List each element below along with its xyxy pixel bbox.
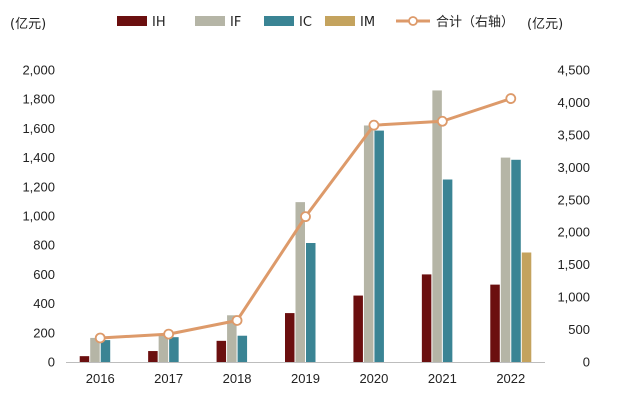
left-tick-label: 1,400 <box>22 150 55 165</box>
bar-im-2022 <box>521 252 532 362</box>
left-tick-label: 1,800 <box>22 92 55 107</box>
legend-label-if: IF <box>230 15 241 30</box>
total-point-2016 <box>94 332 106 344</box>
x-tick-label: 2016 <box>86 371 115 386</box>
right-axis-unit: (亿元) <box>527 17 563 32</box>
legend-label-ic: IC <box>299 15 312 30</box>
right-tick-label: 0 <box>583 355 590 370</box>
legend-marker-total <box>408 16 418 26</box>
right-tick-label: 1,000 <box>557 290 590 305</box>
bar-if-2021 <box>432 90 442 362</box>
right-tick-label: 2,500 <box>557 192 590 207</box>
x-tick-label: 2017 <box>154 371 183 386</box>
right-tick-label: 4,500 <box>557 63 590 78</box>
legend-swatch-im <box>325 16 355 26</box>
total-point-2020 <box>368 119 380 131</box>
bar-ih-2020 <box>353 295 363 362</box>
bar-ic-2022 <box>511 159 521 362</box>
left-tick-label: 600 <box>33 267 55 282</box>
x-tick-label: 2018 <box>223 371 252 386</box>
legend-swatch-ih <box>117 16 147 26</box>
legend-label-ih: IH <box>152 15 166 30</box>
bar-ih-2017 <box>148 351 158 362</box>
total-point-2021 <box>436 115 448 127</box>
x-tick-label: 2022 <box>496 371 525 386</box>
bar-if-2016 <box>90 337 100 362</box>
left-axis: 0 200 400 600 800 1,000 1,200 1,400 1,600 1,800 2,… <box>22 63 55 370</box>
bar-series <box>79 90 532 362</box>
x-tick-label: 2021 <box>428 371 457 386</box>
bar-ih-2018 <box>216 340 227 362</box>
bar-if-2017 <box>158 334 169 362</box>
bar-ih-2021 <box>421 274 432 362</box>
right-tick-label: 4,000 <box>557 95 590 110</box>
bar-ic-2021 <box>442 179 453 362</box>
legend-swatch-ic <box>264 16 294 26</box>
total-point-2019 <box>300 211 311 223</box>
bar-if-2018 <box>227 315 237 362</box>
left-tick-label: 400 <box>33 296 55 311</box>
bar-ih-2016 <box>79 356 90 362</box>
bar-if-2019 <box>295 202 305 362</box>
total-point-2017 <box>163 328 175 340</box>
left-axis-unit: (亿元) <box>10 17 46 32</box>
left-tick-label: 2,000 <box>22 63 55 78</box>
bar-ic-2018 <box>237 335 248 362</box>
left-tick-label: 1,000 <box>22 209 55 224</box>
left-tick-label: 1,600 <box>22 121 55 136</box>
right-tick-label: 2,000 <box>557 225 590 240</box>
right-tick-label: 500 <box>568 322 590 337</box>
x-axis: 2016 2017 2018 2019 2020 2021 2022 <box>66 362 545 386</box>
total-line-series <box>94 93 517 344</box>
bar-ic-2019 <box>306 243 316 362</box>
legend-swatch-if <box>195 16 225 26</box>
bar-if-2022 <box>500 157 511 362</box>
legend-label-total: 合计（右轴） <box>436 15 514 30</box>
bar-ic-2020 <box>374 130 384 362</box>
left-tick-label: 800 <box>33 238 55 253</box>
right-tick-label: 3,500 <box>557 127 590 142</box>
bar-ih-2022 <box>490 284 500 362</box>
bar-ic-2016 <box>100 340 111 362</box>
right-axis: 0 500 1,000 1,500 2,000 2,500 3,000 3,500 4,000 4… <box>557 63 590 370</box>
legend: IH IF IC IM 合计（右轴） <box>117 15 514 30</box>
left-tick-label: 0 <box>48 355 55 370</box>
x-tick-label: 2020 <box>359 371 388 386</box>
total-point-2018 <box>231 315 243 326</box>
legend-label-im: IM <box>360 15 375 30</box>
total-point-2022 <box>505 93 517 104</box>
left-tick-label: 1,200 <box>22 179 55 194</box>
left-tick-label: 200 <box>33 325 55 340</box>
bar-if-2020 <box>363 125 374 362</box>
right-tick-label: 3,000 <box>557 160 590 175</box>
bar-ih-2019 <box>285 313 295 362</box>
bar-ic-2017 <box>169 337 179 362</box>
right-tick-label: 1,500 <box>557 257 590 272</box>
x-tick-label: 2019 <box>291 371 320 386</box>
